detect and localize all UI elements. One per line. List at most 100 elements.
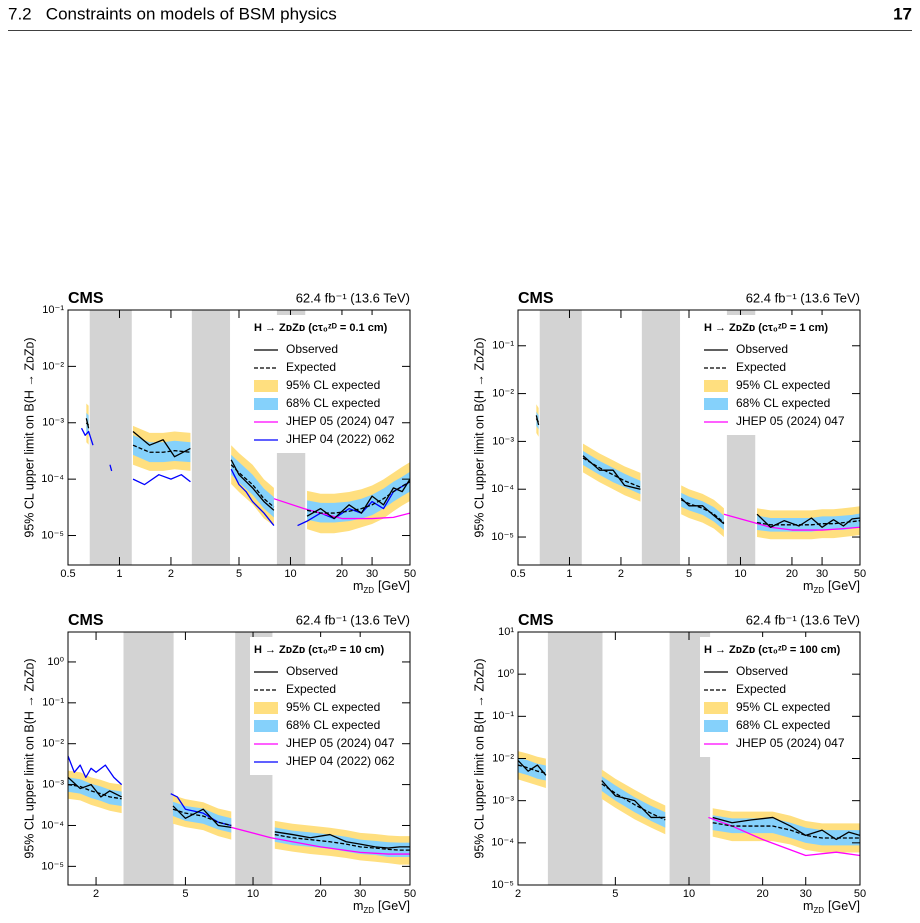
legend-label: 68% CL expected <box>736 718 830 732</box>
x-tick-label: 10 <box>734 568 746 580</box>
y-tick-label: 10⁻¹ <box>42 697 64 709</box>
legend-label: 95% CL expected <box>286 378 380 392</box>
plot-area <box>518 632 860 885</box>
legend-swatch <box>254 702 278 714</box>
legend-background <box>700 637 852 757</box>
legend-label: 95% CL expected <box>286 700 380 714</box>
legend-background <box>700 315 852 435</box>
masked-region <box>89 310 132 565</box>
x-axis-unit: [GeV] <box>828 579 860 593</box>
x-axis-symbol: m <box>803 579 813 593</box>
x-tick-label: 50 <box>854 568 866 580</box>
x-tick-label: 5 <box>236 568 242 580</box>
y-tick-label: 10⁻⁵ <box>41 860 64 872</box>
chart: 2 5 10 20 30 50 10¹ 10⁰ 10⁻¹ 10⁻² 10⁻³ 10⁻⁴ 10⁻⁵ CMS 6… <box>472 612 866 915</box>
y-tick-label: 10⁻⁵ <box>41 529 64 541</box>
y-tick-label: 10⁻³ <box>42 417 64 429</box>
x-tick-label: 0.5 <box>510 568 525 580</box>
legend-label: Observed <box>286 664 338 678</box>
legend-swatch <box>704 380 728 392</box>
masked-region <box>123 632 174 885</box>
y-tick-label: 10⁻⁴ <box>491 837 514 849</box>
y-axis-label: 95% CL upper limit on B(H → ZᴅZᴅ) <box>22 337 36 537</box>
legend-swatch <box>254 720 278 732</box>
x-axis-symbol: m <box>353 579 363 593</box>
experiment-label: CMS <box>68 612 104 629</box>
x-tick-label: 10 <box>284 568 296 580</box>
experiment-label: CMS <box>518 612 554 629</box>
x-axis-subscript: ZD <box>363 906 374 915</box>
x-axis-subscript: ZD <box>813 586 824 595</box>
x-tick-label: 30 <box>800 888 812 900</box>
legend-title: H → ZᴅZᴅ (cτ₀ᶻᴰ = 10 cm) <box>254 644 385 656</box>
x-tick-label: 20 <box>336 568 348 580</box>
legend-label: 68% CL expected <box>286 396 380 410</box>
y-tick-label: 10⁻² <box>492 752 514 764</box>
plot-frame <box>67 631 411 886</box>
legend-label: Expected <box>736 360 786 374</box>
x-tick-label: 1 <box>116 568 122 580</box>
x-tick-label: 10 <box>683 888 695 900</box>
y-tick-label: 10⁻² <box>492 387 514 399</box>
y-axis-label: 95% CL upper limit on B(H → ZᴅZᴅ) <box>472 337 486 537</box>
line <box>723 513 860 531</box>
x-axis-label: mZD [GeV] <box>803 579 860 595</box>
y-axis-label: 95% CL upper limit on B(H → ZᴅZᴅ) <box>22 658 36 858</box>
x-tick-label: 10 <box>247 888 259 900</box>
x-tick-label: 50 <box>404 568 416 580</box>
legend: H → ZᴅZᴅ (cτ₀ᶻᴰ = 10 cm) Observed Expected… <box>250 637 402 775</box>
masked-region <box>191 310 231 565</box>
x-tick-label: 5 <box>182 888 188 900</box>
line <box>68 776 410 849</box>
x-axis-label: mZD [GeV] <box>803 899 860 915</box>
legend-label: 95% CL expected <box>736 378 830 392</box>
y-tick-label: 10⁻³ <box>492 795 514 807</box>
x-tick-label: 5 <box>686 568 692 580</box>
luminosity-label: 62.4 fb⁻¹ (13.6 TeV) <box>746 290 860 305</box>
legend-swatch <box>254 380 278 392</box>
legend-swatch <box>704 720 728 732</box>
y-tick-label: 10⁻⁴ <box>41 473 64 485</box>
band <box>68 777 410 857</box>
x-tick-label: 5 <box>612 888 618 900</box>
x-tick-label: 30 <box>354 888 366 900</box>
section-heading: 7.2 Constraints on models of BSM physics <box>8 4 337 23</box>
x-axis-label: mZD [GeV] <box>353 899 410 915</box>
legend-title: H → ZᴅZᴅ (cτ₀ᶻᴰ = 1 cm) <box>704 322 828 334</box>
y-axis-label: 95% CL upper limit on B(H → ZᴅZᴅ) <box>472 658 486 858</box>
legend-title: H → ZᴅZᴅ (cτ₀ᶻᴰ = 0.1 cm) <box>254 322 388 334</box>
y-tick-label: 10⁻⁵ <box>491 879 514 891</box>
experiment-label: CMS <box>68 290 104 307</box>
legend-label: 95% CL expected <box>736 700 830 714</box>
luminosity-label: 62.4 fb⁻¹ (13.6 TeV) <box>296 612 410 627</box>
legend-label: JHEP 05 (2024) 047 <box>286 736 395 750</box>
band <box>86 403 410 534</box>
legend-label: Expected <box>286 682 336 696</box>
x-tick-label: 20 <box>757 888 769 900</box>
y-tick-label: 10⁻⁵ <box>491 531 514 543</box>
x-tick-label: 20 <box>786 568 798 580</box>
legend: H → ZᴅZᴅ (cτ₀ᶻᴰ = 100 cm) Observed Expecte… <box>700 637 852 757</box>
legend-label: Observed <box>286 342 338 356</box>
y-tick-label: 10⁻² <box>42 360 64 372</box>
y-tick-label: 10⁻⁴ <box>491 483 514 495</box>
line <box>518 759 860 841</box>
legend-label: JHEP 05 (2024) 047 <box>736 414 845 428</box>
band <box>518 757 860 846</box>
legend-label: JHEP 04 (2022) 062 <box>286 432 395 446</box>
chart: 0.5 1 2 5 10 20 30 50 10⁻¹ 10⁻² 10⁻³ 10⁻⁴ 10⁻⁵ CMS 62.… <box>22 290 416 595</box>
x-tick-label: 2 <box>168 568 174 580</box>
luminosity-label: 62.4 fb⁻¹ (13.6 TeV) <box>746 612 860 627</box>
x-axis-symbol: m <box>803 899 813 913</box>
legend-label: JHEP 04 (2022) 062 <box>286 754 395 768</box>
line <box>68 783 410 851</box>
legend-label: Expected <box>736 682 786 696</box>
band <box>86 412 410 523</box>
x-axis-symbol: m <box>353 899 363 913</box>
legend-label: Observed <box>736 342 788 356</box>
x-tick-label: 50 <box>854 888 866 900</box>
x-tick-label: 20 <box>315 888 327 900</box>
x-tick-label: 30 <box>816 568 828 580</box>
